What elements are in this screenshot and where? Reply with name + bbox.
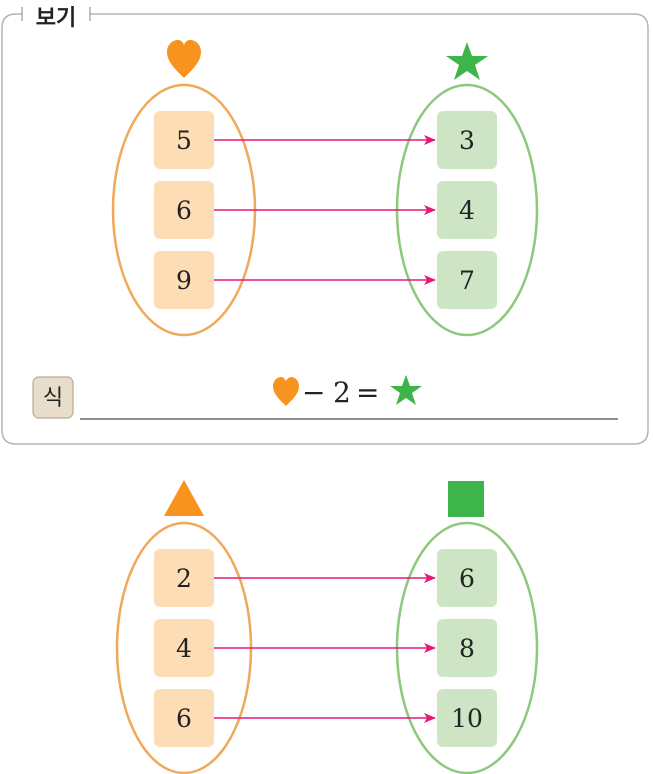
formula-number: 2: [333, 376, 351, 409]
domain-value: 9: [176, 266, 192, 295]
domain-item: 5: [154, 111, 214, 169]
range-value: 6: [459, 564, 475, 593]
range-item: 3: [437, 111, 497, 169]
formula-equals: =: [356, 376, 379, 409]
domain-value: 5: [176, 126, 192, 155]
range-item: 10: [437, 689, 497, 747]
range-value: 3: [459, 126, 475, 155]
domain-value: 2: [176, 564, 192, 593]
domain-item: 4: [154, 619, 214, 677]
domain-value: 4: [176, 634, 192, 663]
example-label: 보기: [36, 6, 76, 31]
triangle-icon: [164, 480, 204, 516]
range-item: 8: [437, 619, 497, 677]
heart-icon: [167, 40, 201, 78]
range-value: 8: [459, 634, 475, 663]
domain-item: 6: [154, 689, 214, 747]
domain-item: 2: [154, 549, 214, 607]
square-icon: [448, 481, 484, 517]
formula-label-badge: 식: [32, 376, 74, 419]
formula-minus: −: [302, 376, 325, 409]
domain-value: 6: [176, 704, 192, 733]
example-box: 보기: [1, 6, 649, 445]
domain-item: 6: [154, 181, 214, 239]
star-icon: [446, 42, 488, 80]
range-item: 6: [437, 549, 497, 607]
range-item: 4: [437, 181, 497, 239]
range-value: 10: [451, 704, 483, 733]
range-value: 7: [459, 266, 475, 295]
domain-value: 6: [176, 196, 192, 225]
range-item: 7: [437, 251, 497, 309]
domain-item: 9: [154, 251, 214, 309]
formula-label: 식: [43, 386, 63, 411]
star-icon: [390, 375, 422, 405]
range-value: 4: [459, 196, 475, 225]
heart-icon: [273, 377, 299, 406]
